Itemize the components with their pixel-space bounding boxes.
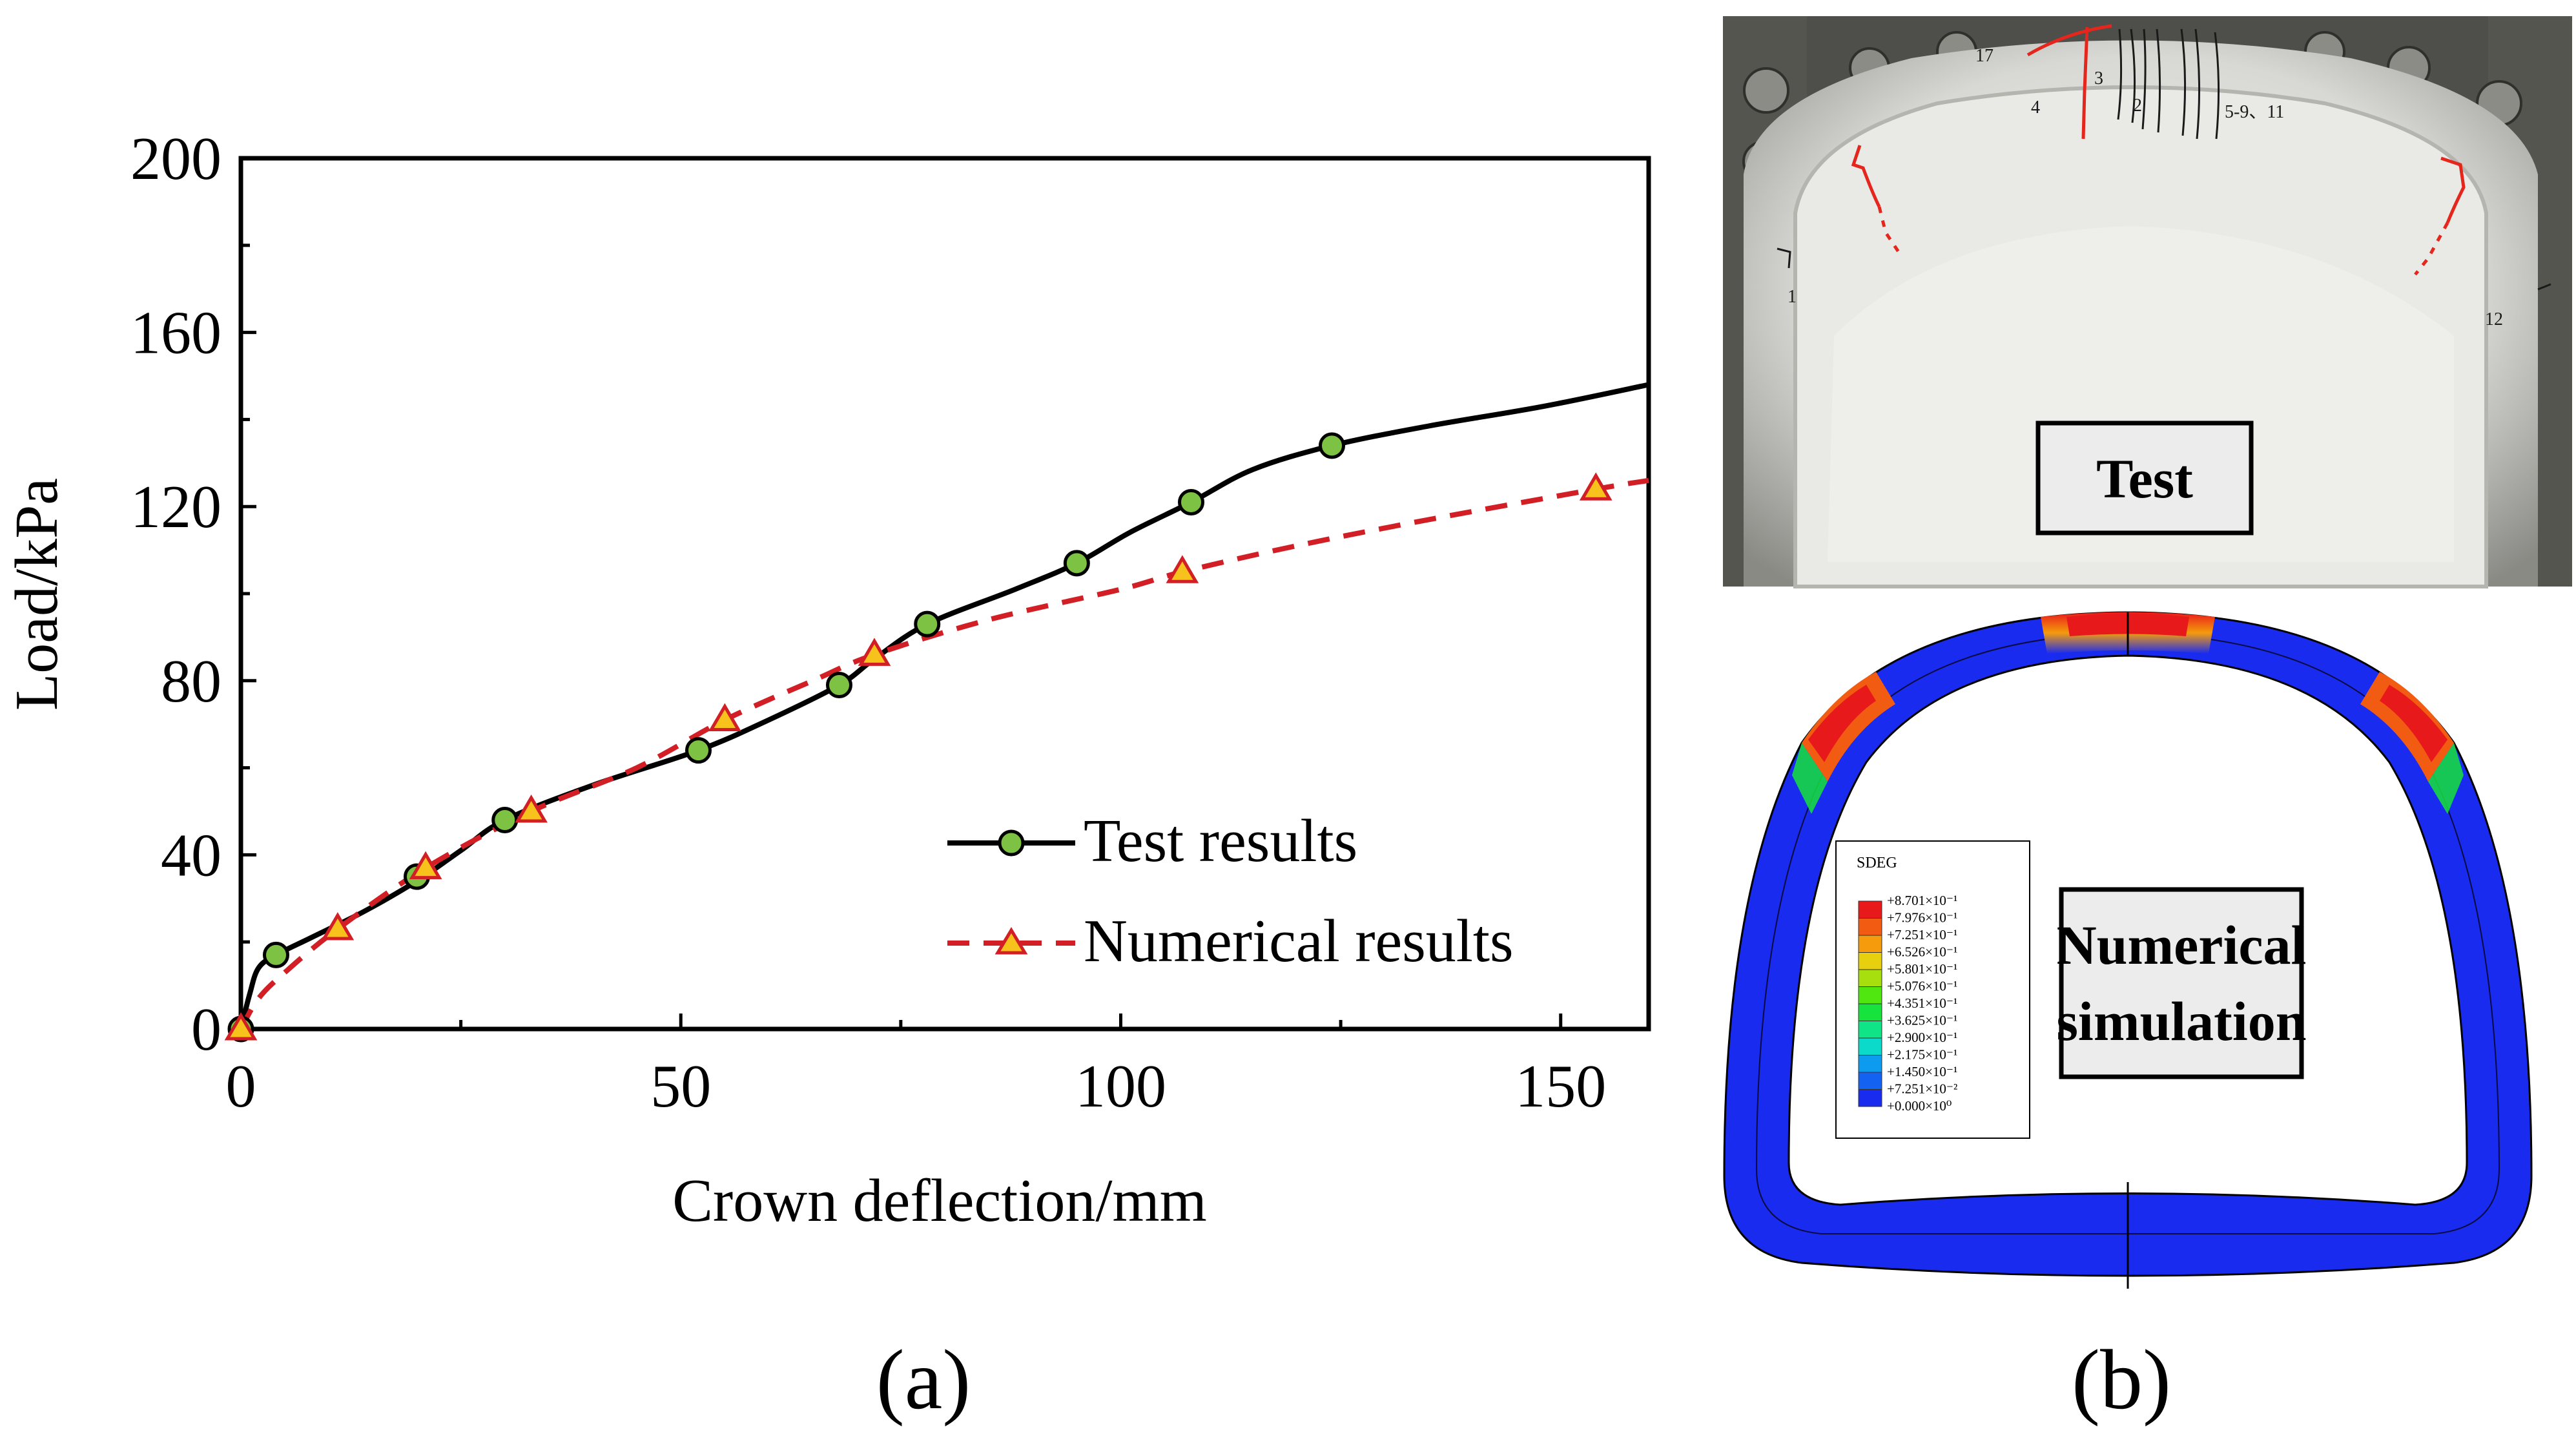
sdeg-color-swatch bbox=[1858, 986, 1882, 1004]
y-axis-label: Load/kPa bbox=[3, 478, 70, 711]
crack-label: 17 bbox=[1975, 46, 1994, 66]
crack-label: 12 bbox=[2485, 309, 2503, 329]
numerical-resultspoint bbox=[321, 912, 355, 941]
x-tick-label: 150 bbox=[1515, 1053, 1606, 1120]
load-deflection-chart: 0 50 100 150 0 40 80 120 160 200 Crown deflectio… bbox=[3, 125, 1651, 1234]
numerical-resultspoint bbox=[409, 851, 442, 880]
x-axis-label: Crown deflection/mm bbox=[672, 1167, 1207, 1234]
numerical-resultspoint bbox=[515, 795, 548, 823]
sdeg-color-swatch bbox=[1858, 1089, 1882, 1107]
series-layer bbox=[224, 382, 1649, 1043]
y-tick-label: 120 bbox=[130, 473, 222, 541]
sdeg-legend-items: +8.701×10⁻¹ +7.976×10⁻¹+7.251×10⁻¹ +6.526×… bbox=[1858, 893, 1957, 1114]
sdeg-color-swatch bbox=[1858, 900, 1882, 919]
sdeg-legend-value: +0.000×10⁰ bbox=[1887, 1098, 1952, 1114]
legend-test-label: Test results bbox=[1084, 807, 1357, 875]
legend-numerical-label: Numerical results bbox=[1084, 908, 1514, 975]
panel-a-label: (a) bbox=[876, 1332, 971, 1427]
simulation-label-box bbox=[2059, 887, 2304, 1079]
legend: Test results Numerical results bbox=[947, 807, 1514, 975]
sdeg-color-swatch bbox=[1858, 918, 1882, 936]
numerical-resultspoint bbox=[1166, 555, 1199, 583]
x-axis: 0 50 100 150 bbox=[226, 1014, 1606, 1120]
simulation-label-line1: Numerical bbox=[2057, 914, 2307, 976]
sdeg-legend-value: +3.625×10⁻¹ bbox=[1887, 1013, 1957, 1028]
sdeg-color-swatch bbox=[1858, 1003, 1882, 1021]
sdeg-legend-value: +7.976×10⁻¹ bbox=[1887, 910, 1957, 926]
test-resultspoint bbox=[1178, 488, 1204, 515]
crack-label: 3 bbox=[2094, 68, 2103, 88]
sdeg-color-swatch bbox=[1858, 1021, 1882, 1039]
simulation-model: SDEG +8.701×10⁻¹ +7.976×10⁻¹+7.251×10⁻¹ +6… bbox=[1723, 611, 2533, 1289]
x-tick-label: 50 bbox=[650, 1053, 711, 1120]
test-resultspoint bbox=[1063, 550, 1090, 577]
crack-label: 5-9、11 bbox=[2225, 102, 2284, 122]
sdeg-legend-value: +5.801×10⁻¹ bbox=[1887, 961, 1957, 977]
crack-label: 1 bbox=[1788, 287, 1797, 307]
test-resultspoint bbox=[491, 806, 519, 833]
x-tick-label: 100 bbox=[1075, 1053, 1166, 1120]
test-resultspoint bbox=[263, 941, 289, 968]
numerical-resultspoint bbox=[708, 703, 741, 731]
sdeg-color-swatch bbox=[1858, 1072, 1882, 1090]
numerical-resultspoint bbox=[224, 1012, 258, 1041]
sdeg-legend-value: +4.351×10⁻¹ bbox=[1887, 995, 1957, 1011]
sdeg-legend-value: +8.701×10⁻¹ bbox=[1887, 893, 1957, 908]
simulation-label-line2: simulation bbox=[2056, 990, 2306, 1052]
numerical-resultspoint bbox=[858, 638, 891, 666]
panel-b-label: (b) bbox=[2072, 1332, 2171, 1427]
sdeg-color-swatch bbox=[1858, 969, 1882, 987]
test-photo: 17 4 3 2 5-9、11 1 12 Test bbox=[1723, 16, 2572, 588]
sdeg-color-swatch bbox=[1858, 1037, 1882, 1055]
test-resultspoint bbox=[826, 672, 852, 699]
y-tick-label: 0 bbox=[191, 996, 222, 1063]
y-tick-label: 80 bbox=[161, 648, 222, 715]
sdeg-legend-value: +6.526×10⁻¹ bbox=[1887, 944, 1957, 960]
test-label: Test bbox=[2096, 448, 2193, 510]
y-tick-label: 160 bbox=[130, 300, 222, 367]
crack-label: 4 bbox=[2031, 98, 2040, 118]
legend-test-marker bbox=[998, 829, 1025, 857]
y-tick-label: 200 bbox=[130, 125, 222, 192]
sdeg-legend-value: +2.900×10⁻¹ bbox=[1887, 1030, 1957, 1045]
sdeg-color-swatch bbox=[1858, 935, 1882, 953]
sdeg-color-swatch bbox=[1858, 952, 1882, 970]
sdeg-color-swatch bbox=[1858, 1055, 1882, 1073]
sdeg-legend-value: +1.450×10⁻¹ bbox=[1887, 1064, 1957, 1079]
sdeg-legend-title: SDEG bbox=[1857, 855, 1897, 871]
sdeg-legend-value: +2.175×10⁻¹ bbox=[1887, 1047, 1957, 1063]
test-resultspoint bbox=[685, 737, 712, 764]
plot-frame bbox=[238, 156, 1651, 1032]
test-resultspoint bbox=[914, 610, 941, 638]
y-tick-label: 40 bbox=[161, 822, 222, 889]
test-label-box bbox=[2035, 421, 2254, 535]
test-resultspoint bbox=[1319, 432, 1345, 459]
sdeg-legend-value: +7.251×10⁻¹ bbox=[1887, 927, 1957, 942]
sdeg-legend-value: +7.251×10⁻² bbox=[1887, 1081, 1957, 1097]
x-tick-label: 0 bbox=[226, 1053, 256, 1120]
numerical-resultspoint bbox=[1579, 472, 1613, 501]
sdeg-legend-value: +5.076×10⁻¹ bbox=[1887, 979, 1957, 994]
crack-label: 2 bbox=[2133, 96, 2142, 116]
y-axis: 0 40 80 120 160 200 bbox=[130, 125, 256, 1063]
legend-numerical-marker bbox=[994, 927, 1028, 955]
